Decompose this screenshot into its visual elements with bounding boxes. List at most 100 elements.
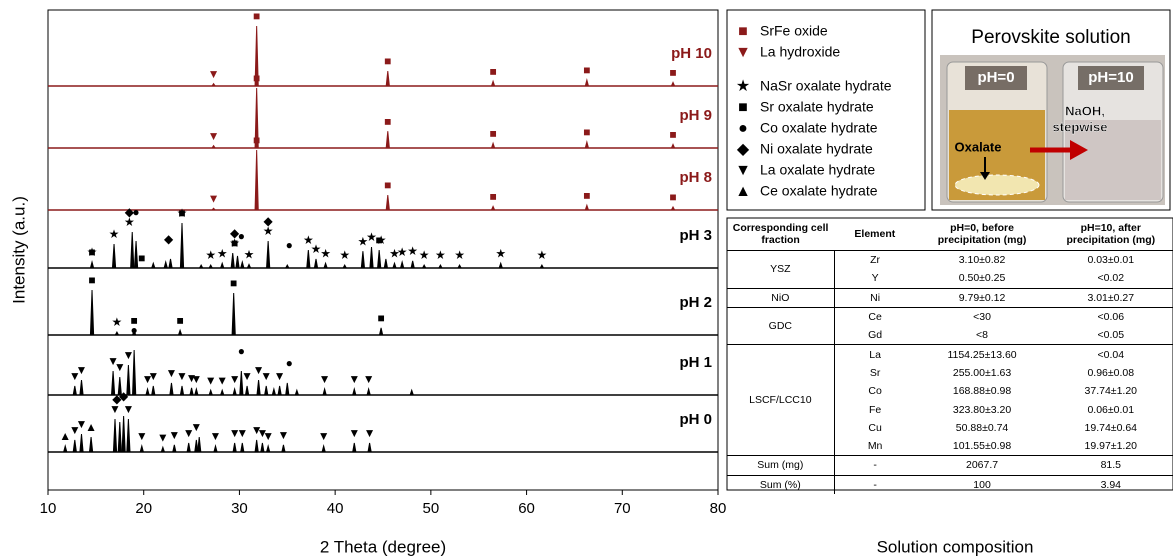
group-cell: Sum (%) [727, 474, 835, 494]
table-cell: <0.04 [1048, 344, 1173, 364]
label-box [965, 66, 1027, 90]
phase-marker: ★ [366, 230, 377, 244]
peak [112, 418, 118, 453]
legend-symbol: ▼ [735, 44, 751, 61]
x-tick-label: 30 [231, 500, 248, 517]
phase-marker: ▼ [109, 402, 121, 416]
peak [271, 387, 277, 396]
peak [539, 263, 545, 269]
peak [211, 144, 217, 149]
phase-marker: ▼ [122, 402, 134, 416]
legend-label: NaSr oxalate hydrate [760, 78, 892, 94]
phase-marker: ★ [397, 245, 408, 259]
peak [177, 328, 183, 336]
peak [265, 444, 271, 453]
peak [189, 387, 194, 396]
phase-marker: ▼ [278, 428, 290, 442]
table-row: GDC Ce <30 <0.06 [727, 306, 1173, 345]
peak [111, 243, 117, 269]
composition-table: Corresponding cell fraction Element pH=0, … [727, 218, 1173, 494]
peak [360, 251, 366, 269]
phase-marker: ■ [131, 313, 138, 327]
phase-marker: ▼ [208, 67, 220, 81]
peak [498, 261, 504, 269]
table-cell: 2067.7 [915, 455, 1049, 476]
peak [194, 387, 199, 396]
table-caption: Solution composition [877, 537, 1034, 556]
legend-label: Ce oxalate hydrate [760, 183, 878, 199]
legend-label: La oxalate hydrate [760, 162, 875, 178]
peak [246, 263, 252, 269]
peak [240, 442, 245, 453]
column-header: Element [834, 218, 916, 251]
x-axis-title: 2 Theta (degree) [320, 537, 446, 556]
table-cell: 9.79±0.12 [915, 287, 1049, 308]
table-cell: 19.74±0.64 [1084, 421, 1138, 434]
table-cell: 1154.25±13.60 [915, 344, 1049, 364]
legend-symbol: ★ [736, 78, 750, 95]
peak [490, 79, 496, 87]
arrow-label: NaOH, [1065, 103, 1105, 118]
phase-marker: ■ [88, 273, 95, 287]
table-cell: 168.88±0.98 [952, 385, 1012, 398]
phase-marker: ■ [384, 114, 391, 128]
phase-marker: ■ [377, 311, 384, 325]
table-cell: 19.97±1.20 [1084, 440, 1138, 453]
peak [213, 444, 218, 453]
column-header: pH=0, before precipitation (mg) [915, 218, 1049, 251]
peak [670, 143, 676, 149]
peak [385, 194, 390, 211]
peak [79, 433, 84, 453]
peak [383, 258, 389, 269]
phase-marker: ▼ [364, 426, 376, 440]
table-row: Sr 255.00±1.63 0.96±0.08 [727, 364, 1173, 382]
table-cell: 81.5 [1048, 455, 1173, 476]
phase-marker: ★ [537, 248, 548, 262]
phase-marker: ▼ [363, 372, 375, 386]
table-row: Fe 323.80±3.20 0.06±0.01 [727, 400, 1173, 418]
solution-clear [1065, 120, 1161, 200]
legend-label: Ni oxalate hydrate [760, 141, 873, 157]
table-cell: 0.06±0.01 [1087, 403, 1135, 416]
phase-marker: ■ [138, 251, 145, 265]
x-tick-label: 10 [40, 500, 57, 517]
phase-marker: ▼ [274, 369, 286, 383]
table-cell: Sr [869, 366, 881, 379]
phase-marker: ▼ [183, 426, 195, 440]
table-cell: 0.50±0.25 [958, 272, 1006, 285]
peak [219, 261, 225, 269]
peak [410, 260, 415, 269]
table-row: Co 168.88±0.98 37.74±1.20 [727, 382, 1173, 400]
y-axis-title: Intensity (a.u.) [9, 196, 28, 304]
phase-marker: ▼ [176, 369, 188, 383]
table-row: LSCF/LCC10 La 1154.25±13.60 <0.04 [727, 344, 1173, 456]
legend-symbol: ■ [738, 23, 748, 40]
peak [256, 379, 261, 396]
table-row: Sum (%) -100 3.94 [727, 474, 1173, 494]
peak [306, 249, 311, 269]
peak [121, 415, 126, 453]
phase-marker: ▼ [205, 373, 217, 387]
peak [169, 382, 174, 396]
phase-marker: ● [131, 323, 138, 337]
photo-label: pH=10 [1088, 69, 1133, 86]
peak [89, 260, 95, 269]
phase-marker: ▼ [256, 426, 268, 440]
peak [584, 78, 590, 87]
header-row: Corresponding cell fraction Element pH=0, … [727, 218, 1173, 251]
table-cell: 3.94 [1048, 474, 1173, 494]
table-cell: 255.00±1.63 [952, 366, 1012, 379]
peak [232, 387, 237, 396]
peak [260, 442, 265, 453]
phase-marker: ▼ [348, 426, 360, 440]
peak [378, 327, 384, 336]
phase-marker: ▼ [69, 369, 81, 383]
peak [285, 382, 290, 396]
series-label: pH 0 [679, 411, 712, 428]
peak [62, 444, 68, 453]
phase-marker: ▼ [318, 429, 330, 443]
phase-marker: ▼ [114, 360, 126, 374]
phase-marker: ■ [489, 64, 496, 78]
photo-title: Perovskite solution [971, 27, 1130, 48]
table-row: Sum (mg) -2067.7 81.5 [727, 455, 1173, 476]
